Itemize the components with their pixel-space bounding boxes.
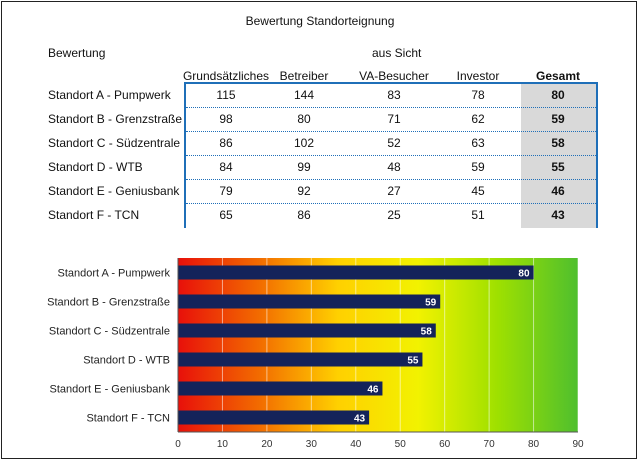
table-cell: 79 xyxy=(219,184,233,198)
row-separator xyxy=(186,179,596,180)
table-cell: 99 xyxy=(297,160,311,174)
row-separator xyxy=(186,107,596,108)
table-cell: 25 xyxy=(387,208,401,222)
table-cell: 59 xyxy=(551,112,565,126)
table-cell: 65 xyxy=(219,208,233,222)
table-cell: 115 xyxy=(216,88,236,102)
chart-background-gradient xyxy=(178,258,578,432)
table-top-border xyxy=(186,82,596,84)
category-label: Standort C - Südzentrale xyxy=(49,326,170,338)
table-cell: 51 xyxy=(471,208,485,222)
table-cell: 86 xyxy=(297,208,311,222)
bar xyxy=(178,323,436,338)
table-cell: 144 xyxy=(293,88,315,102)
x-tick-label: 10 xyxy=(217,439,229,450)
bar xyxy=(178,294,441,309)
table-cell: 46 xyxy=(551,184,565,198)
column-header: VA-Besucher xyxy=(359,69,429,83)
row-separator xyxy=(186,131,596,132)
bar-data-label: 46 xyxy=(367,385,379,396)
x-tick-label: 80 xyxy=(528,439,540,450)
column-header: Betreiber xyxy=(279,69,329,83)
x-tick-label: 30 xyxy=(306,439,318,450)
x-tick-label: 20 xyxy=(261,439,273,450)
category-label: Standort F - TCN xyxy=(86,413,170,425)
bar xyxy=(178,381,383,396)
table-left-border xyxy=(184,82,186,228)
table-cell: 45 xyxy=(471,184,485,198)
table-cell: 102 xyxy=(293,136,315,150)
bar xyxy=(178,410,370,425)
x-tick-label: 60 xyxy=(439,439,451,450)
bar-data-label: 80 xyxy=(518,269,530,280)
table-cell: 78 xyxy=(471,88,485,102)
column-header: Grundsätzliches xyxy=(182,69,270,83)
row-label: Standort C - Südzentrale xyxy=(48,136,181,150)
table-cell: 59 xyxy=(471,160,485,174)
bar xyxy=(178,265,534,280)
table-cell: 62 xyxy=(471,112,485,126)
row-separator xyxy=(186,155,596,156)
column-header: Gesamt xyxy=(535,69,581,83)
bar xyxy=(178,352,423,367)
table-cell: 83 xyxy=(387,88,401,102)
table-cell: 86 xyxy=(219,136,233,150)
table-cell: 52 xyxy=(387,136,401,150)
table-cell: 43 xyxy=(551,208,565,222)
table-cell: 48 xyxy=(387,160,401,174)
category-label: Standort B - Grenzstraße xyxy=(47,297,170,309)
bar-data-label: 43 xyxy=(354,414,366,425)
x-tick-label: 0 xyxy=(175,439,181,450)
row-label: Standort F - TCN xyxy=(48,208,140,222)
category-label: Standort D - WTB xyxy=(83,355,170,367)
category-label: Standort A - Pumpwerk xyxy=(58,268,171,280)
row-label: Standort E - Geniusbank xyxy=(48,184,180,198)
table-cell: 63 xyxy=(471,136,485,150)
bar-data-label: 59 xyxy=(425,298,437,309)
row-label: Standort A - Pumpwerk xyxy=(48,88,171,102)
table-cell: 80 xyxy=(551,88,565,102)
bar-data-label: 58 xyxy=(421,327,433,338)
table-group-header: aus Sicht xyxy=(372,46,422,60)
table-cell: 98 xyxy=(219,112,233,126)
column-header: Investor xyxy=(456,69,500,83)
row-label: Standort B - Grenzstraße xyxy=(48,112,183,126)
table-cell: 55 xyxy=(551,160,565,174)
figure-title: Bewertung Standorteignung xyxy=(245,14,395,28)
table-row-header: Bewertung xyxy=(48,46,106,60)
table-cell: 92 xyxy=(297,184,311,198)
row-separator xyxy=(186,203,596,204)
row-label: Standort D - WTB xyxy=(48,160,143,174)
table-cell: 84 xyxy=(219,160,233,174)
x-tick-label: 40 xyxy=(350,439,362,450)
table-cell: 71 xyxy=(387,112,401,126)
bar-data-label: 55 xyxy=(407,356,419,367)
table-cell: 27 xyxy=(387,184,401,198)
table-cell: 80 xyxy=(297,112,311,126)
category-label: Standort E - Geniusbank xyxy=(50,384,171,396)
x-tick-label: 50 xyxy=(395,439,407,450)
table-cell: 58 xyxy=(551,136,565,150)
x-tick-label: 90 xyxy=(572,439,584,450)
x-tick-label: 70 xyxy=(484,439,496,450)
table-right-border xyxy=(596,82,598,228)
